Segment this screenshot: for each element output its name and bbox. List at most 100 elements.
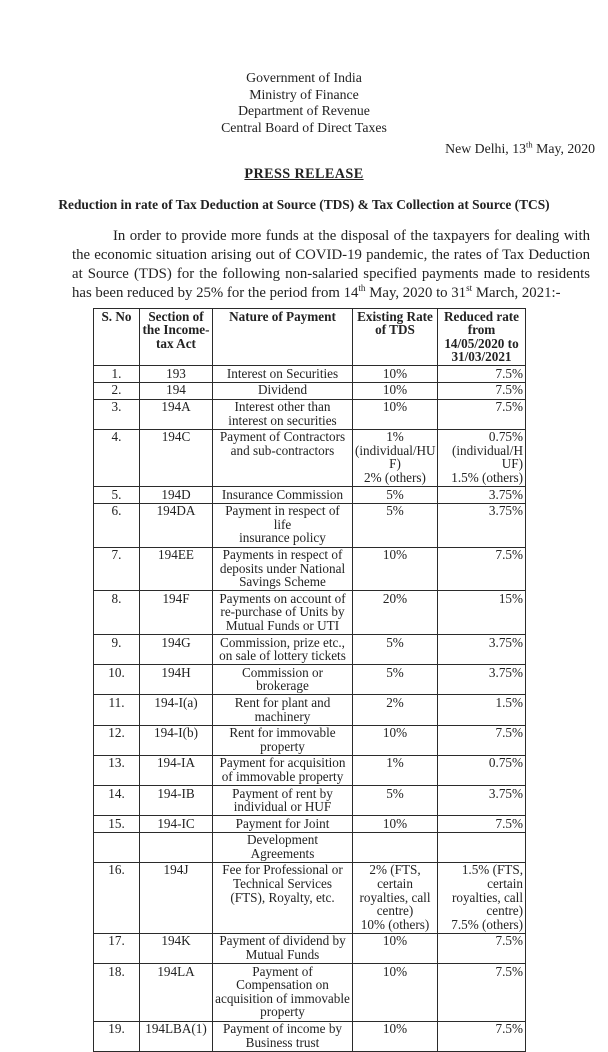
table-cell: 2% (FTS, certain royalties, call centre)… (352, 861, 438, 934)
table-cell: 1.5% (FTS, certain royalties, call centr… (437, 861, 526, 934)
dateline-date: May, 2020 (532, 141, 595, 156)
table-cell: 194DA (139, 502, 213, 548)
table-cell: 3.75% (437, 784, 526, 817)
org-line-government: Government of India (246, 70, 362, 85)
table-cell: 10% (352, 1020, 438, 1052)
table-row: 1. 193 Interest on Securities 10% 7.5% (93, 365, 526, 383)
table-header-cell: S. No (93, 307, 140, 367)
table-cell: 194H (139, 664, 213, 696)
table-header-cell: Reduced rate from 14/05/2020 to 31/03/20… (437, 307, 526, 367)
press-release-heading: PRESS RELEASE (244, 166, 364, 182)
table-cell: Payment for acquisition of immovable pro… (212, 754, 353, 787)
table-cell: 193 (139, 365, 213, 383)
table-cell: 8. (93, 590, 140, 636)
table-cell: 10% (352, 815, 438, 833)
table-row: 6. 194DA Payment in respect of life insura… (93, 502, 526, 548)
table-row: 12. 194-I(b) Rent for immovable property 10… (93, 724, 526, 756)
table-cell: 3.75% (437, 664, 526, 696)
table-cell: 7.5% (437, 398, 526, 430)
table-cell: Insurance Commission (212, 486, 353, 504)
table-row: 17. 194K Payment of dividend by Mutual Fun… (93, 932, 526, 965)
table-cell: 5% (352, 502, 438, 548)
table-cell: 194LA (139, 963, 213, 1022)
table-cell: 5% (352, 664, 438, 696)
table-cell (93, 831, 140, 863)
table-cell: 5% (352, 634, 438, 666)
table-cell: 1.5% (437, 694, 526, 726)
table-cell: 10% (352, 724, 438, 756)
intro-text: March, 2021:- (472, 285, 561, 301)
table-cell: Interest other than interest on securiti… (212, 398, 353, 430)
table-cell: Payments in respect of deposits under Na… (212, 546, 353, 592)
table-header-cell: Section of the Income- tax Act (139, 307, 213, 367)
table-cell: 2% (352, 694, 438, 726)
table-cell: Payment of Compensation on acquisition o… (212, 963, 353, 1022)
table-cell: 19. (93, 1020, 140, 1052)
table-cell: Fee for Professional or Technical Servic… (212, 861, 353, 934)
table-row: 16. 194J Fee for Professional or Technical… (93, 861, 526, 934)
table-cell: 10% (352, 381, 438, 400)
table-cell: 1% (352, 754, 438, 787)
table-cell: 194-IA (139, 754, 213, 787)
table-cell: 11. (93, 694, 140, 726)
table-cell: 9. (93, 634, 140, 666)
table-cell: 7.5% (437, 963, 526, 1022)
table-cell: 10% (352, 365, 438, 383)
intro-paragraph: In order to provide more funds at the di… (72, 227, 590, 303)
table-cell: 10% (352, 932, 438, 965)
table-cell: 10% (352, 398, 438, 430)
table-header-row: S. No Section of the Income- tax Act Natur… (93, 307, 526, 367)
table-row: 2. 194 Dividend 10% 7.5% (93, 381, 526, 400)
table-row: 8. 194F Payments on account of re-purchase… (93, 590, 526, 636)
table-cell: 20% (352, 590, 438, 636)
table-cell: 194LBA(1) (139, 1020, 213, 1052)
table-cell: 194A (139, 398, 213, 430)
table-cell: 194-I(a) (139, 694, 213, 726)
table-cell: 194D (139, 486, 213, 504)
table-row: 18. 194LA Payment of Compensation on acqui… (93, 963, 526, 1022)
table-cell: 194-I(b) (139, 724, 213, 756)
table-cell: Payment of income by Business trust (212, 1020, 353, 1052)
table-cell: 194F (139, 590, 213, 636)
table-cell: Payment for Joint (212, 815, 353, 833)
table-cell: Commission, prize etc., on sale of lotte… (212, 634, 353, 666)
table-cell: Development Agreements (212, 831, 353, 863)
table-cell: 5% (352, 486, 438, 504)
table-cell: 2. (93, 381, 140, 400)
table-cell: 7.5% (437, 365, 526, 383)
table-cell: 3. (93, 398, 140, 430)
table-cell: 16. (93, 861, 140, 934)
table-row: 10. 194H Commission or brokerage 5% 3.75% (93, 664, 526, 696)
table-cell: 5% (352, 784, 438, 817)
table-cell: 7.5% (437, 815, 526, 833)
org-line-ministry: Ministry of Finance (249, 86, 359, 102)
table-cell: 3.75% (437, 502, 526, 548)
table-cell: Payment of Contractors and sub-contracto… (212, 428, 353, 488)
table-cell: 0.75% (437, 754, 526, 787)
table-cell: 7.5% (437, 381, 526, 400)
table-row: 19. 194LBA(1) Payment of income by Busines… (93, 1020, 526, 1052)
table-cell: 194C (139, 428, 213, 488)
table-cell: 7. (93, 546, 140, 592)
table-row: Development Agreements (93, 831, 526, 863)
table-cell: 3.75% (437, 486, 526, 504)
tds-rates-table: S. No Section of the Income- tax Act Natur… (93, 307, 526, 1052)
table-cell: 7.5% (437, 724, 526, 756)
dateline: New Delhi, 13th May, 2020 (0, 140, 608, 157)
table-cell: Rent for plant and machinery (212, 694, 353, 726)
table-row: 5. 194D Insurance Commission 5% 3.75% (93, 486, 526, 504)
table-cell: 4. (93, 428, 140, 488)
table-cell: Commission or brokerage (212, 664, 353, 696)
table-cell: 15% (437, 590, 526, 636)
table-cell: 0.75% (individual/H UF) 1.5% (others) (437, 428, 526, 488)
table-cell (437, 831, 526, 863)
table-cell: 14. (93, 784, 140, 817)
table-cell: Payment of dividend by Mutual Funds (212, 932, 353, 965)
table-cell: 194-IC (139, 815, 213, 833)
dateline-text: New Delhi, 13 (445, 141, 526, 156)
table-header-cell: Existing Rate of TDS (352, 307, 438, 367)
table-cell: Interest on Securities (212, 365, 353, 383)
table-cell: 7.5% (437, 1020, 526, 1052)
table-body: 1. 193 Interest on Securities 10% 7.5% 2. 194 D… (93, 365, 526, 1052)
